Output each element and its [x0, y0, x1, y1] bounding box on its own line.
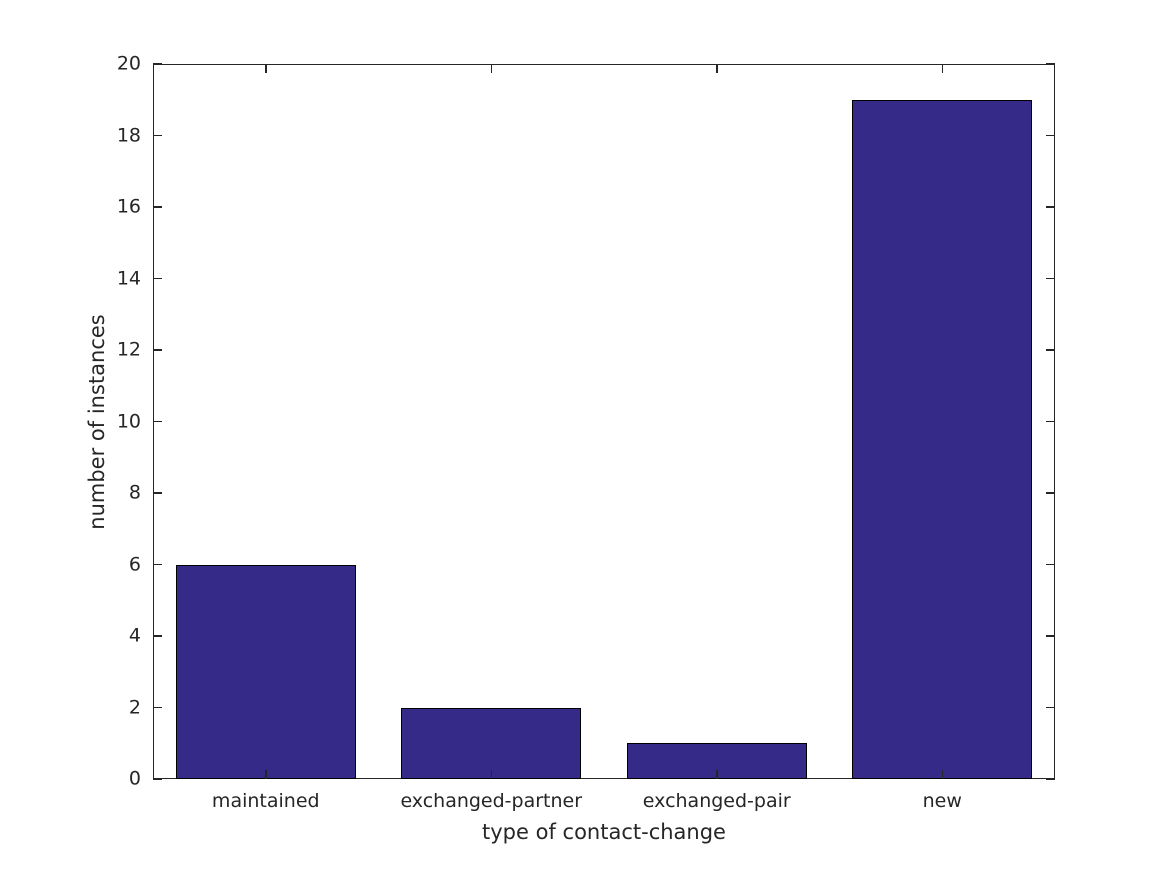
- y-tick-label: 20: [116, 52, 141, 75]
- y-tick-mark-left: [153, 563, 162, 566]
- y-tick-label: 4: [128, 624, 141, 647]
- y-tick-label: 0: [128, 767, 141, 790]
- y-tick-mark-left: [153, 420, 162, 423]
- y-tick-label: 16: [116, 195, 141, 218]
- y-tick-label: 14: [116, 267, 141, 289]
- bar-new: [852, 99, 1033, 779]
- y-tick-mark-right: [1046, 492, 1055, 494]
- y-tick-label: 18: [116, 124, 141, 146]
- y-tick-mark-left: [153, 206, 162, 208]
- x-tick-mark-top: [941, 64, 943, 73]
- y-tick-mark-left: [153, 706, 162, 709]
- x-tick-mark-top: [716, 64, 718, 73]
- x-tick-mark-bottom: [265, 770, 267, 779]
- x-tick-mark-bottom: [490, 770, 492, 779]
- x-tick-label: exchanged-partner: [400, 790, 583, 812]
- y-tick-mark-right: [1046, 706, 1055, 709]
- y-tick-mark-right: [1046, 778, 1055, 780]
- x-tick-mark-top: [490, 64, 492, 73]
- y-tick-mark-right: [1046, 563, 1055, 566]
- y-tick-label: 10: [116, 410, 141, 432]
- y-tick-mark-right: [1046, 349, 1055, 351]
- y-tick-label: 2: [128, 696, 141, 718]
- y-tick-mark-left: [153, 492, 162, 494]
- x-axis-label: type of contact-change: [482, 820, 726, 844]
- y-tick-mark-right: [1046, 206, 1055, 208]
- x-tick-mark-bottom: [941, 770, 943, 779]
- y-tick-mark-left: [153, 349, 162, 351]
- y-tick-mark-left: [153, 778, 162, 780]
- y-tick-mark-right: [1046, 134, 1055, 137]
- bar-exchanged-partner: [401, 707, 582, 779]
- y-tick-mark-right: [1046, 277, 1055, 280]
- y-tick-label: 8: [128, 481, 141, 504]
- x-tick-label: new: [922, 790, 962, 812]
- x-tick-label: maintained: [211, 790, 320, 812]
- x-tick-label: exchanged-pair: [642, 790, 791, 812]
- y-tick-mark-right: [1046, 63, 1055, 65]
- x-tick-mark-top: [265, 64, 267, 73]
- y-tick-mark-left: [153, 277, 162, 280]
- y-tick-mark-right: [1046, 635, 1055, 637]
- y-tick-mark-left: [153, 63, 162, 65]
- x-tick-mark-bottom: [716, 770, 718, 779]
- y-tick-label: 12: [116, 338, 141, 361]
- y-tick-mark-left: [153, 635, 162, 637]
- y-tick-label: 6: [128, 553, 141, 575]
- bar-maintained: [175, 564, 356, 779]
- y-tick-mark-right: [1046, 420, 1055, 423]
- y-tick-mark-left: [153, 134, 162, 137]
